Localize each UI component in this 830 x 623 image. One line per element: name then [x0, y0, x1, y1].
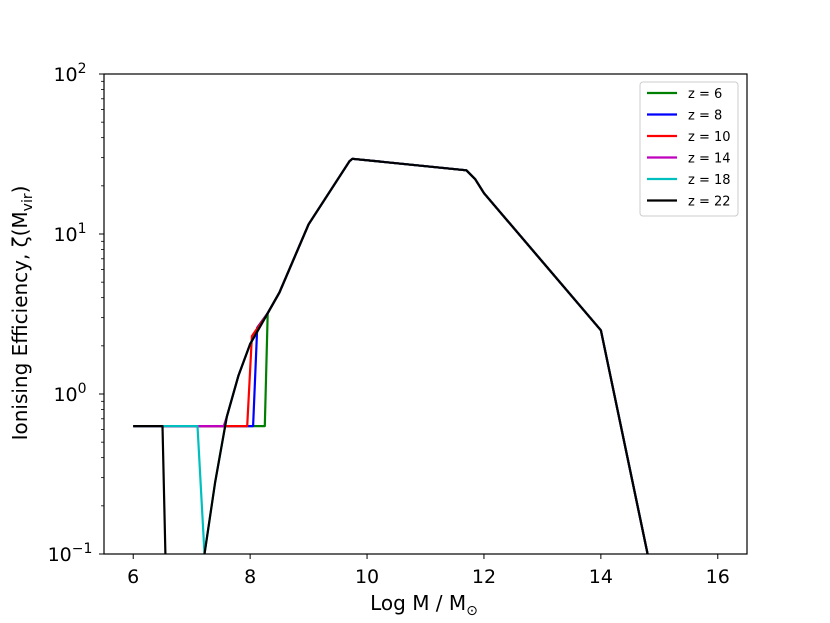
series-line-z-18	[133, 157, 649, 554]
y-tick-label: 101	[53, 221, 86, 246]
x-axis-label: Log M / M⊙	[370, 591, 478, 619]
y-tick-label: 102	[53, 61, 86, 86]
x-tick-label: 16	[706, 566, 730, 588]
x-ticks: 6 8 10 12 14 16	[127, 554, 730, 588]
x-tick-label: 12	[472, 566, 496, 588]
legend-label-z-18: z = 18	[688, 173, 731, 188]
legend-label-z-14: z = 14	[688, 152, 731, 167]
y-axis-label: Ionising Efficiency, ζ(Mvir)	[8, 186, 36, 441]
x-tick-label: 8	[244, 566, 256, 588]
y-tick-label: 10−1	[48, 541, 93, 566]
legend-label-z-22: z = 22	[688, 195, 731, 210]
series-line-z-22	[133, 157, 649, 554]
y-ticks: 10−1 100 101 102	[48, 61, 104, 566]
x-tick-label: 6	[127, 566, 139, 588]
y-tick-label: 100	[53, 381, 86, 406]
series-line-z-6	[133, 157, 649, 554]
series-line-z-14	[133, 157, 649, 554]
x-tick-label: 10	[355, 566, 379, 588]
series-line-z-10	[133, 157, 649, 554]
legend-label-z-8: z = 8	[688, 109, 722, 124]
legend-label-z-10: z = 10	[688, 130, 731, 145]
legend-label-z-6: z = 6	[688, 87, 722, 102]
x-tick-label: 14	[589, 566, 613, 588]
series-line-z-8	[133, 157, 649, 554]
legend: z = 6 z = 8 z = 10 z = 14 z = 18 z = 22	[639, 81, 739, 217]
axes-frame	[103, 73, 748, 555]
plot-lines	[133, 157, 649, 554]
